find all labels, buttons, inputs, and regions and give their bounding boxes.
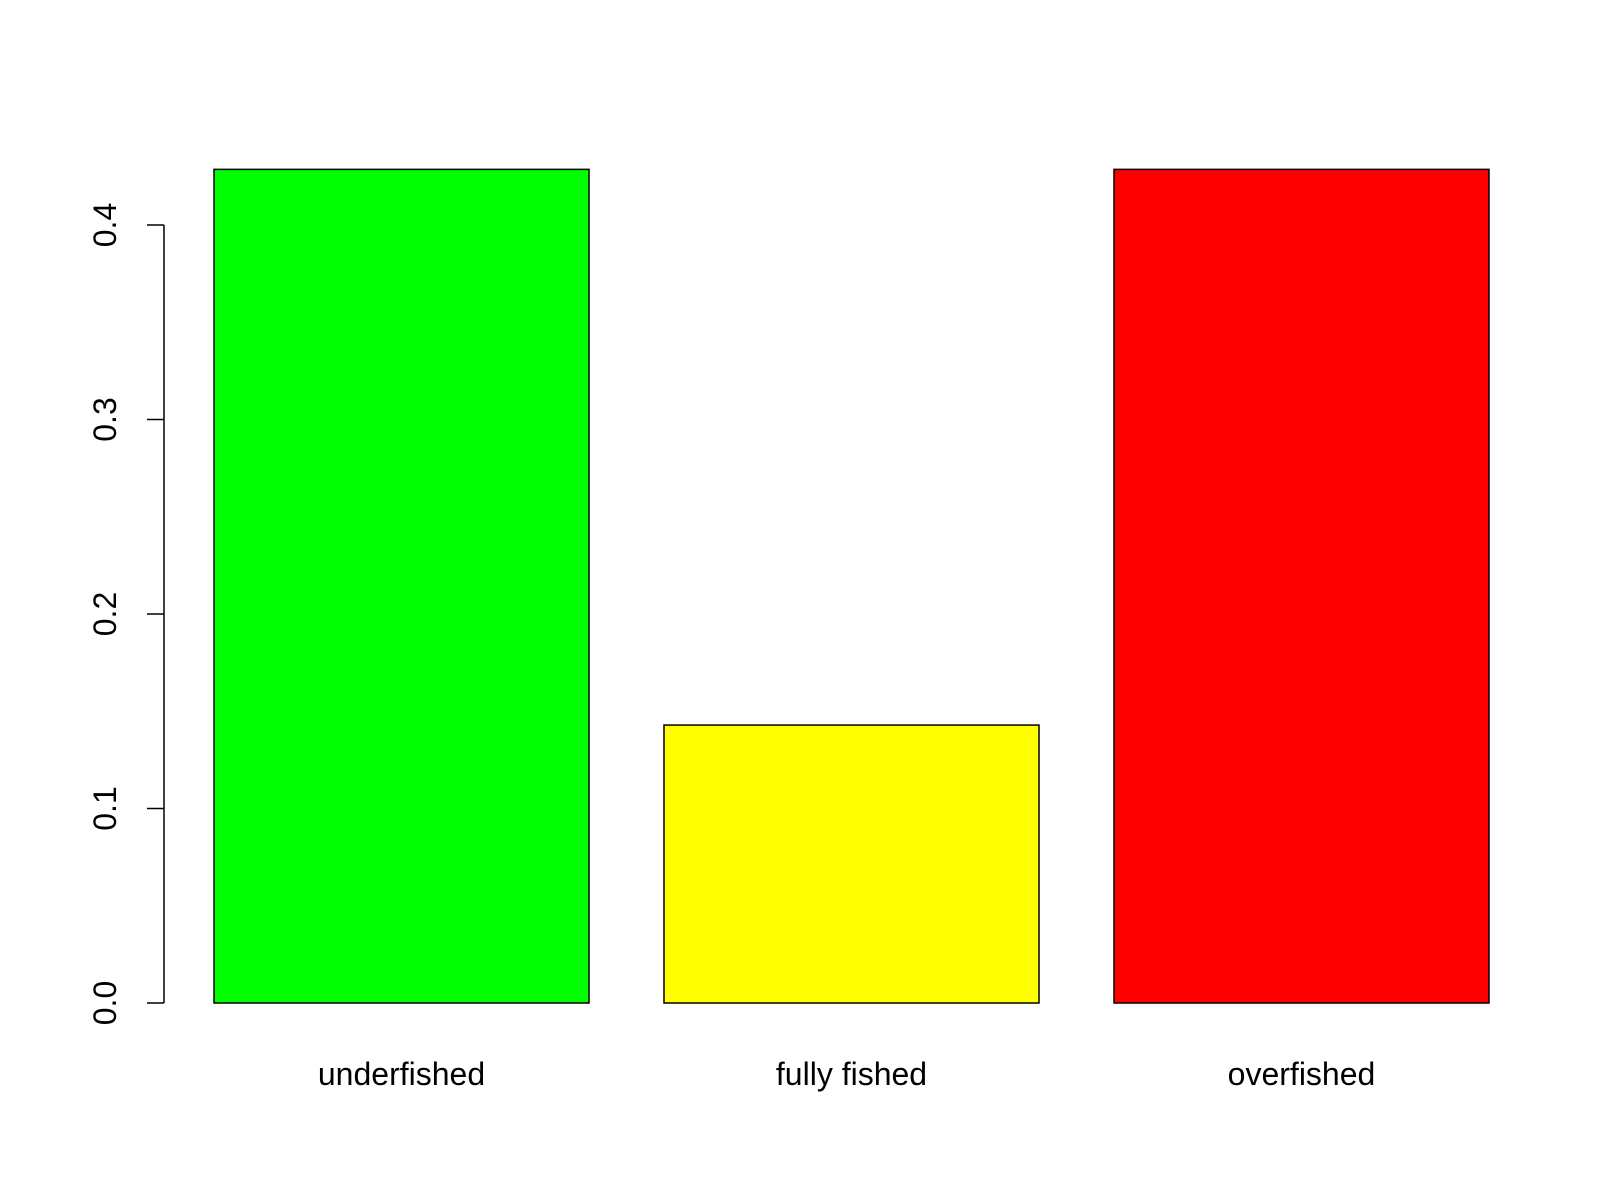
y-tick-label: 0.3: [87, 397, 123, 441]
x-tick-label: underfished: [318, 1056, 485, 1092]
bar-overfished: [1113, 168, 1490, 1004]
x-tick-label: fully fished: [776, 1056, 927, 1092]
y-axis: 0.0 0.1 0.2 0.3 0.4: [87, 203, 165, 1025]
y-tick-label: 0.1: [87, 786, 123, 830]
bar-underfished: [213, 168, 590, 1004]
bars-group: [213, 168, 1490, 1004]
x-category-labels: underfished fully fished overfished: [318, 1056, 1375, 1092]
y-tick-label: 0.0: [87, 981, 123, 1025]
y-tick-label: 0.2: [87, 592, 123, 636]
y-tick-label: 0.4: [87, 203, 123, 247]
bar-fully-fished: [663, 724, 1040, 1004]
x-tick-label: overfished: [1228, 1056, 1376, 1092]
